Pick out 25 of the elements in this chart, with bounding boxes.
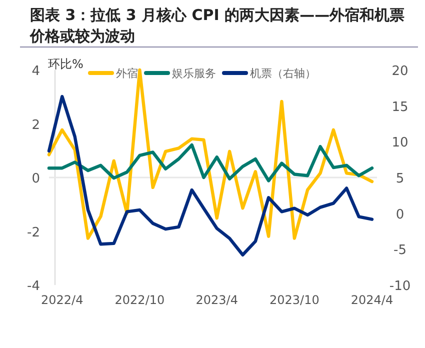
y-tick-label: -4 — [27, 279, 40, 294]
line-series — [47, 94, 374, 256]
legend-label: 娱乐服务 — [172, 67, 216, 80]
y2-tick-label: 5 — [396, 172, 404, 186]
x-tick-label: 2023/4 — [196, 293, 238, 307]
y2-tick-label: 0 — [396, 207, 404, 222]
x-tick-label: 2022/10 — [114, 293, 165, 307]
y-tick-label: 0 — [32, 172, 40, 186]
legend-label: 机票（右轴） — [250, 67, 316, 80]
y2-tick-label: 10 — [392, 136, 408, 151]
y2-tick-label: -5 — [394, 243, 406, 258]
line-series — [47, 68, 374, 240]
x-tick-label: 2024/4 — [350, 293, 394, 307]
y2-tick-label: 20 — [392, 64, 408, 79]
y-tick-label: -2 — [27, 225, 40, 240]
y2-tick-label: 15 — [392, 100, 408, 115]
x-tick-label: 2022/4 — [41, 293, 84, 307]
y2-tick-label: -10 — [389, 279, 411, 294]
y-tick-label: 2 — [32, 118, 40, 133]
y-axis-title: 环比% — [48, 57, 84, 71]
x-tick-label: 2023/10 — [270, 293, 320, 307]
legend-label: 外宿 — [116, 67, 138, 80]
chart-title: 图表 3：拉低 3 月核心 CPI 的两大因素——外宿和机票价格或较为波动 — [29, 6, 405, 45]
y-tick-label: 4 — [32, 64, 40, 79]
line-series — [47, 143, 374, 182]
